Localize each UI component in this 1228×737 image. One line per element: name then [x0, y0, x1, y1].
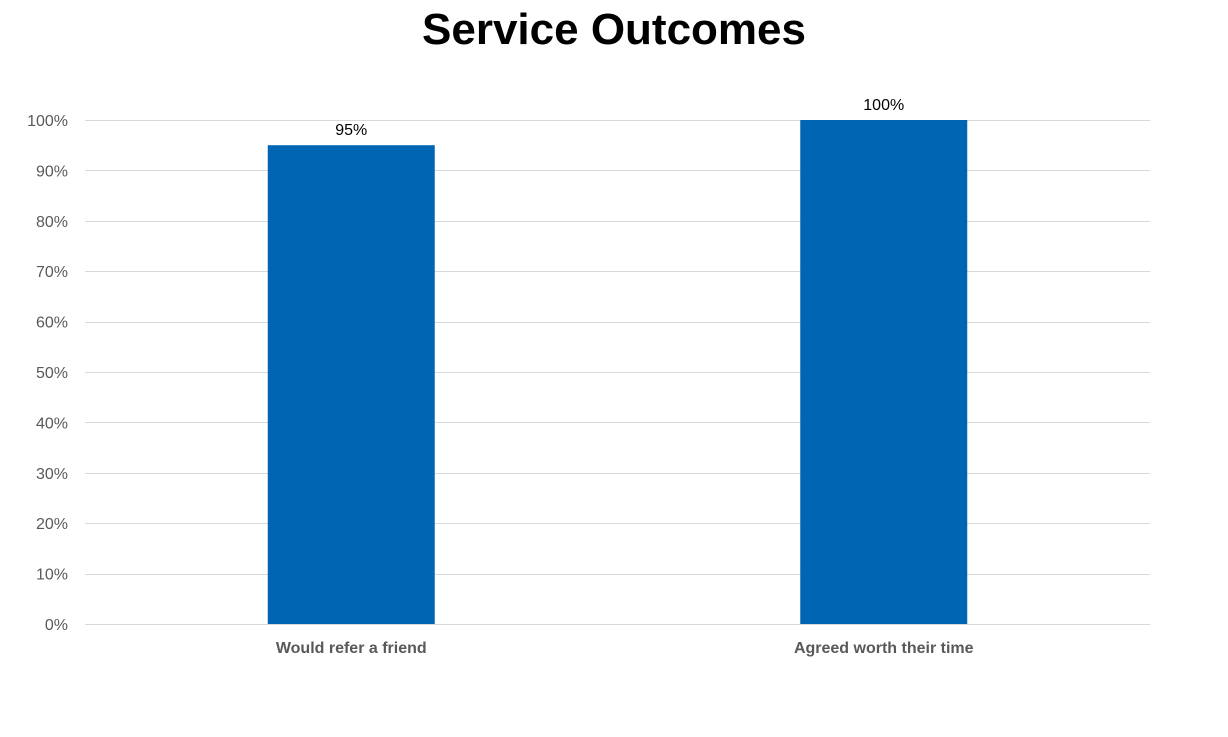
- y-tick-label: 10%: [36, 567, 68, 584]
- category-label: Would refer a friend: [276, 640, 427, 657]
- bar: [267, 145, 435, 624]
- gridlines: [85, 120, 1150, 625]
- bar: [800, 120, 968, 624]
- y-tick-label: 0%: [45, 617, 68, 634]
- y-tick-label: 60%: [36, 315, 68, 332]
- y-tick-label: 30%: [36, 466, 68, 483]
- y-tick-label: 50%: [36, 365, 68, 382]
- y-tick-label: 80%: [36, 214, 68, 231]
- x-axis-categories: Would refer a friend Agreed worth their t…: [276, 640, 974, 657]
- y-axis-ticks: 0% 10% 20% 30% 40% 50% 60% 70% 80% 90% 100%: [27, 113, 68, 634]
- data-labels: 95% 100%: [335, 97, 904, 139]
- y-tick-label: 90%: [36, 163, 68, 180]
- y-tick-label: 70%: [36, 264, 68, 281]
- y-tick-label: 40%: [36, 415, 68, 432]
- chart-title: Service Outcomes: [422, 5, 806, 54]
- data-label: 95%: [335, 122, 367, 139]
- bars: [267, 120, 968, 624]
- category-label: Agreed worth their time: [794, 640, 974, 657]
- y-tick-label: 100%: [27, 113, 68, 130]
- data-label: 100%: [863, 97, 904, 114]
- y-tick-label: 20%: [36, 516, 68, 533]
